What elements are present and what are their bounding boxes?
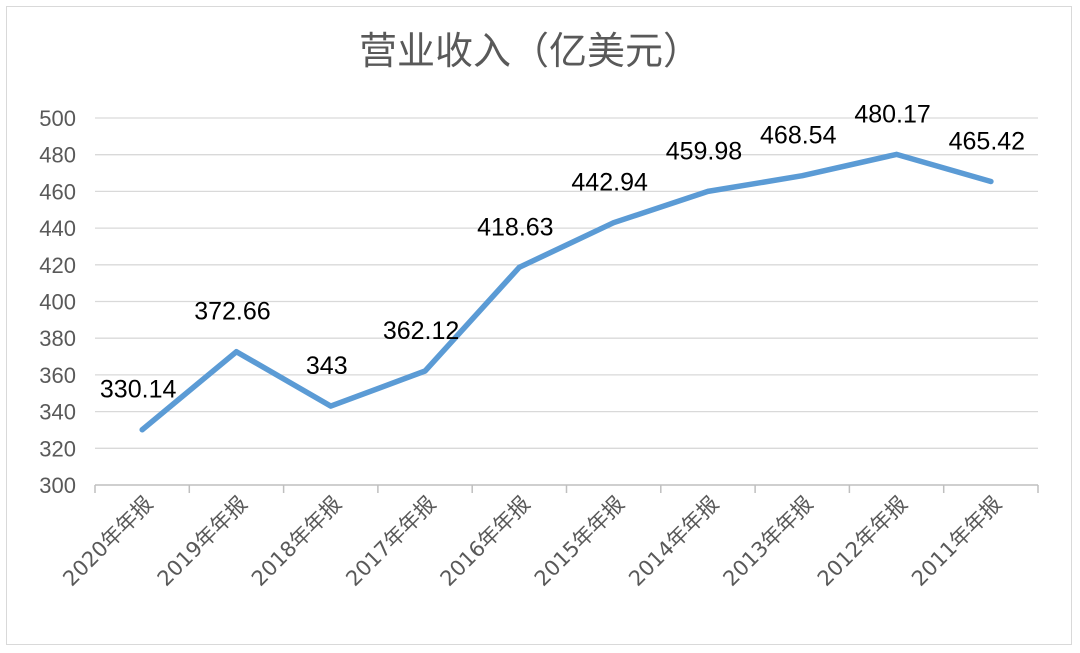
x-tick-label: 2018年年报 (247, 492, 346, 591)
x-axis: 2020年年报2019年年报2018年年报2017年年报2016年年报2015年… (58, 484, 1039, 591)
y-tick-label: 500 (39, 106, 76, 131)
x-tick-label: 2011年年报 (907, 492, 1006, 591)
data-point (233, 349, 239, 355)
x-tick-label: 2012年年报 (813, 492, 912, 591)
data-point (705, 188, 711, 194)
series-layer (139, 151, 994, 433)
data-point (611, 220, 617, 226)
series-line (139, 151, 994, 433)
chart-title: 营业收入（亿美元） (359, 29, 701, 73)
y-tick-label: 380 (39, 326, 76, 351)
data-labels: 330.14 372.66 343 362.12 418.63 442.94 459.98 4… (100, 100, 1025, 403)
y-tick-label: 360 (39, 363, 76, 388)
x-tick-label: 2014年年报 (624, 492, 723, 591)
x-tick-label: 2017年年报 (341, 492, 440, 591)
y-tick-label: 440 (39, 216, 76, 241)
x-tick-label: 2016年年报 (436, 492, 535, 591)
y-tick-label: 340 (39, 400, 76, 425)
x-tick-label: 2013年年报 (718, 492, 817, 591)
y-tick-label: 320 (39, 436, 76, 461)
x-tick-label: 2015年年报 (530, 492, 629, 591)
data-label: 372.66 (194, 298, 270, 326)
chart-frame (6, 6, 1072, 645)
y-tick-label: 300 (39, 473, 76, 498)
data-point (422, 368, 428, 374)
y-tick-label: 480 (39, 143, 76, 168)
data-label: 343 (306, 352, 348, 380)
y-axis: 300 320 340 360 380 400 420 440 460 480 500 (39, 106, 76, 498)
data-point (988, 178, 994, 184)
data-label: 330.14 (100, 376, 177, 404)
gridlines (95, 117, 1038, 449)
x-tick-label: 2020年年报 (58, 492, 157, 591)
data-label: 442.94 (571, 169, 648, 197)
data-label: 468.54 (760, 122, 837, 150)
y-tick-label: 400 (39, 290, 76, 315)
x-tick-label: 2019年年报 (153, 492, 252, 591)
data-label: 465.42 (949, 127, 1025, 155)
y-tick-label: 460 (39, 179, 76, 204)
y-tick-label: 420 (39, 253, 76, 278)
data-point (139, 427, 145, 433)
data-point (328, 403, 334, 409)
data-point (894, 151, 900, 157)
data-label: 362.12 (383, 317, 459, 345)
data-point (799, 173, 805, 179)
data-label: 418.63 (477, 213, 553, 241)
data-label: 459.98 (666, 137, 742, 165)
data-label: 480.17 (854, 100, 930, 128)
data-point (516, 264, 522, 270)
